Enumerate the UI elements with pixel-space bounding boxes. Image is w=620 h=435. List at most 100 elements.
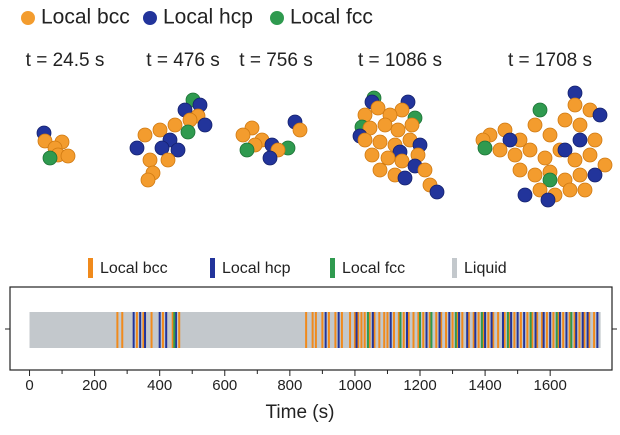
time-label: t = 756 s <box>239 50 312 71</box>
x-tick-label: 1200 <box>403 377 436 394</box>
event-line <box>406 312 408 348</box>
event-line <box>349 312 351 348</box>
x-tick-label: 1000 <box>338 377 371 394</box>
snapshot-legend: Local bcc Local hcp Local fcc <box>21 6 373 29</box>
event-line <box>378 312 380 348</box>
event-line <box>596 312 598 348</box>
event-line <box>413 312 415 348</box>
time-label: t = 1708 s <box>508 50 592 71</box>
event-line <box>165 312 167 348</box>
event-line <box>178 312 180 348</box>
x-axis-label: Time (s) <box>266 402 335 423</box>
x-tick-label: 400 <box>147 377 172 394</box>
event-line <box>520 312 522 348</box>
event-line <box>587 312 589 348</box>
figure: Local bccLocal hcpLocal fcc t = 24.5 st … <box>0 0 620 435</box>
event-line <box>144 312 146 348</box>
time-label: t = 476 s <box>146 50 219 71</box>
event-line <box>448 312 450 348</box>
event-line <box>575 312 577 348</box>
event-line <box>502 312 504 348</box>
event-line <box>458 312 460 348</box>
event-line <box>338 312 340 348</box>
timeline-chart: Time (s) 0 200 400 600 800 1000 1200 1400 1600 Lo… <box>5 258 617 423</box>
snapshot-times: t = 24.5 s t = 476 s t = 756 s t = 1086 s t … <box>26 50 592 71</box>
legend-label: Local fcc <box>342 260 405 277</box>
event-line <box>426 312 428 348</box>
event-line <box>570 312 572 348</box>
cluster-5 <box>476 86 612 207</box>
event-line <box>121 312 123 348</box>
legend-label: Local fcc <box>290 6 373 29</box>
event-line <box>435 312 437 348</box>
event-line <box>543 312 545 348</box>
event-line <box>487 312 489 348</box>
cluster-4 <box>353 91 444 199</box>
time-label: t = 1086 s <box>358 50 442 71</box>
event-line <box>386 312 388 348</box>
event-line <box>159 312 161 348</box>
event-line <box>474 312 476 348</box>
event-line <box>151 312 153 348</box>
event-line <box>334 312 336 348</box>
legend-dot <box>270 11 284 25</box>
event-line <box>452 312 454 348</box>
event-line <box>383 312 385 348</box>
event-line <box>582 312 584 348</box>
event-line <box>390 312 392 348</box>
event-line <box>526 312 528 348</box>
event-line <box>136 312 138 348</box>
legend-marker <box>452 258 457 278</box>
event-line <box>372 312 374 348</box>
event-line <box>430 312 432 348</box>
x-tick-label: 1400 <box>468 377 501 394</box>
event-line <box>593 312 595 348</box>
x-tick-label: 0 <box>25 377 33 394</box>
event-line <box>445 312 447 348</box>
legend-dot <box>21 11 35 25</box>
event-line <box>305 312 307 348</box>
event-line <box>478 312 480 348</box>
x-tick-label: 800 <box>277 377 302 394</box>
cluster-2 <box>130 93 212 187</box>
event-line <box>549 312 551 348</box>
cluster-illustrations <box>37 86 612 207</box>
x-tick-label: 1600 <box>533 377 566 394</box>
event-line <box>491 312 493 348</box>
event-line <box>312 312 314 348</box>
event-line <box>455 312 457 348</box>
legend-label: Local hcp <box>163 6 253 29</box>
event-line <box>507 312 509 348</box>
event-line <box>173 312 175 348</box>
event-line <box>535 312 537 348</box>
event-line <box>133 312 135 348</box>
legend-label: Local bcc <box>41 6 130 29</box>
event-line <box>546 312 548 348</box>
event-line <box>321 312 323 348</box>
event-line <box>559 312 561 348</box>
event-line <box>565 312 567 348</box>
event-line <box>393 312 395 348</box>
event-line <box>484 312 486 348</box>
event-line <box>510 312 512 348</box>
event-line <box>360 312 362 348</box>
legend-label: Local hcp <box>222 260 291 277</box>
legend-dot <box>143 11 157 25</box>
cluster-3 <box>236 115 307 165</box>
event-line <box>162 312 164 348</box>
time-label: t = 24.5 s <box>26 50 105 71</box>
legend-marker <box>210 258 215 278</box>
event-line <box>422 312 424 348</box>
x-tick-label: 600 <box>212 377 237 394</box>
event-line <box>364 312 366 348</box>
event-line <box>439 312 441 348</box>
event-line <box>523 312 525 348</box>
cluster-1 <box>37 126 75 165</box>
event-line <box>517 312 519 348</box>
legend-label: Local bcc <box>100 260 168 277</box>
x-tick-label: 200 <box>82 377 107 394</box>
event-line <box>530 312 532 348</box>
event-line <box>562 312 564 348</box>
legend-label: Liquid <box>464 260 507 277</box>
event-line <box>139 312 141 348</box>
